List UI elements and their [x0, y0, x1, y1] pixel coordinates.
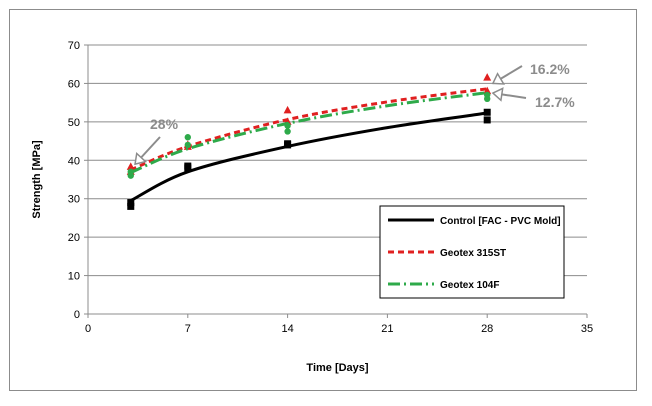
annotation-label: 16.2% — [530, 61, 570, 77]
data-point — [283, 105, 292, 114]
data-point — [184, 141, 191, 149]
y-tick-label: 20 — [68, 232, 80, 244]
series-trendline — [130, 87, 488, 172]
data-point — [284, 140, 292, 148]
annotation: 12.7% — [491, 87, 575, 110]
data-point — [483, 116, 491, 124]
data-point — [483, 73, 492, 81]
x-tick-label: 14 — [281, 323, 293, 335]
data-point — [483, 108, 491, 116]
data-point — [484, 91, 491, 99]
legend: Control [FAC - PVC Mold] Geotex 315ST Geot… — [379, 205, 565, 299]
chart-frame: Strength [MPa] Time [Days] 0 10 20 30 40 50 60… — [9, 9, 637, 391]
grid-layer — [88, 44, 587, 315]
annotation-layer: 28% 16.2% 12.7% — [134, 61, 575, 166]
x-tick-label: 28 — [481, 323, 493, 335]
y-tick-label: 0 — [74, 309, 80, 321]
y-tick-label: 40 — [68, 155, 80, 167]
data-point — [127, 168, 134, 176]
annotation: 16.2% — [491, 61, 570, 85]
x-tick-label: 35 — [581, 323, 593, 335]
y-tick-label: 70 — [68, 40, 80, 52]
y-tick-label: 10 — [68, 271, 80, 283]
x-tick-label: 7 — [185, 323, 191, 335]
series-0 — [127, 108, 491, 210]
series-trendline — [130, 91, 488, 174]
series-layer — [126, 73, 492, 210]
annotation-arrow-head — [134, 151, 148, 166]
data-point — [127, 199, 135, 207]
data-point — [126, 162, 135, 170]
legend-label: Control [FAC - PVC Mold] — [440, 216, 561, 227]
legend-label: Geotex 104F — [440, 280, 499, 291]
data-point — [184, 134, 191, 141]
y-tick-label: 60 — [68, 78, 80, 90]
annotation-arrow-head — [491, 72, 506, 85]
annotation-label: 12.7% — [535, 94, 575, 110]
axes-layer: Strength [MPa] Time [Days] 0 10 20 30 40 50 60… — [31, 40, 593, 374]
data-point — [284, 128, 291, 135]
series-2 — [127, 91, 491, 179]
annotation-arrow-head — [491, 87, 504, 102]
annotation: 28% — [134, 116, 179, 166]
series-trendline — [130, 111, 488, 202]
data-point — [284, 122, 291, 129]
x-tick-label: 0 — [85, 323, 91, 335]
x-tick-label: 21 — [381, 323, 393, 335]
data-point — [483, 86, 492, 95]
chart-svg: Strength [MPa] Time [Days] 0 10 20 30 40 50 60… — [31, 40, 593, 374]
x-axis-title: Time [Days] — [306, 362, 368, 374]
data-point — [127, 202, 135, 210]
data-point — [184, 162, 192, 170]
y-axis-title: Strength [MPa] — [31, 140, 43, 219]
series-1 — [126, 73, 492, 175]
y-tick-label: 30 — [68, 194, 80, 206]
annotation-label: 28% — [150, 116, 179, 132]
legend-label: Geotex 315ST — [440, 248, 506, 259]
y-tick-label: 50 — [68, 117, 80, 129]
